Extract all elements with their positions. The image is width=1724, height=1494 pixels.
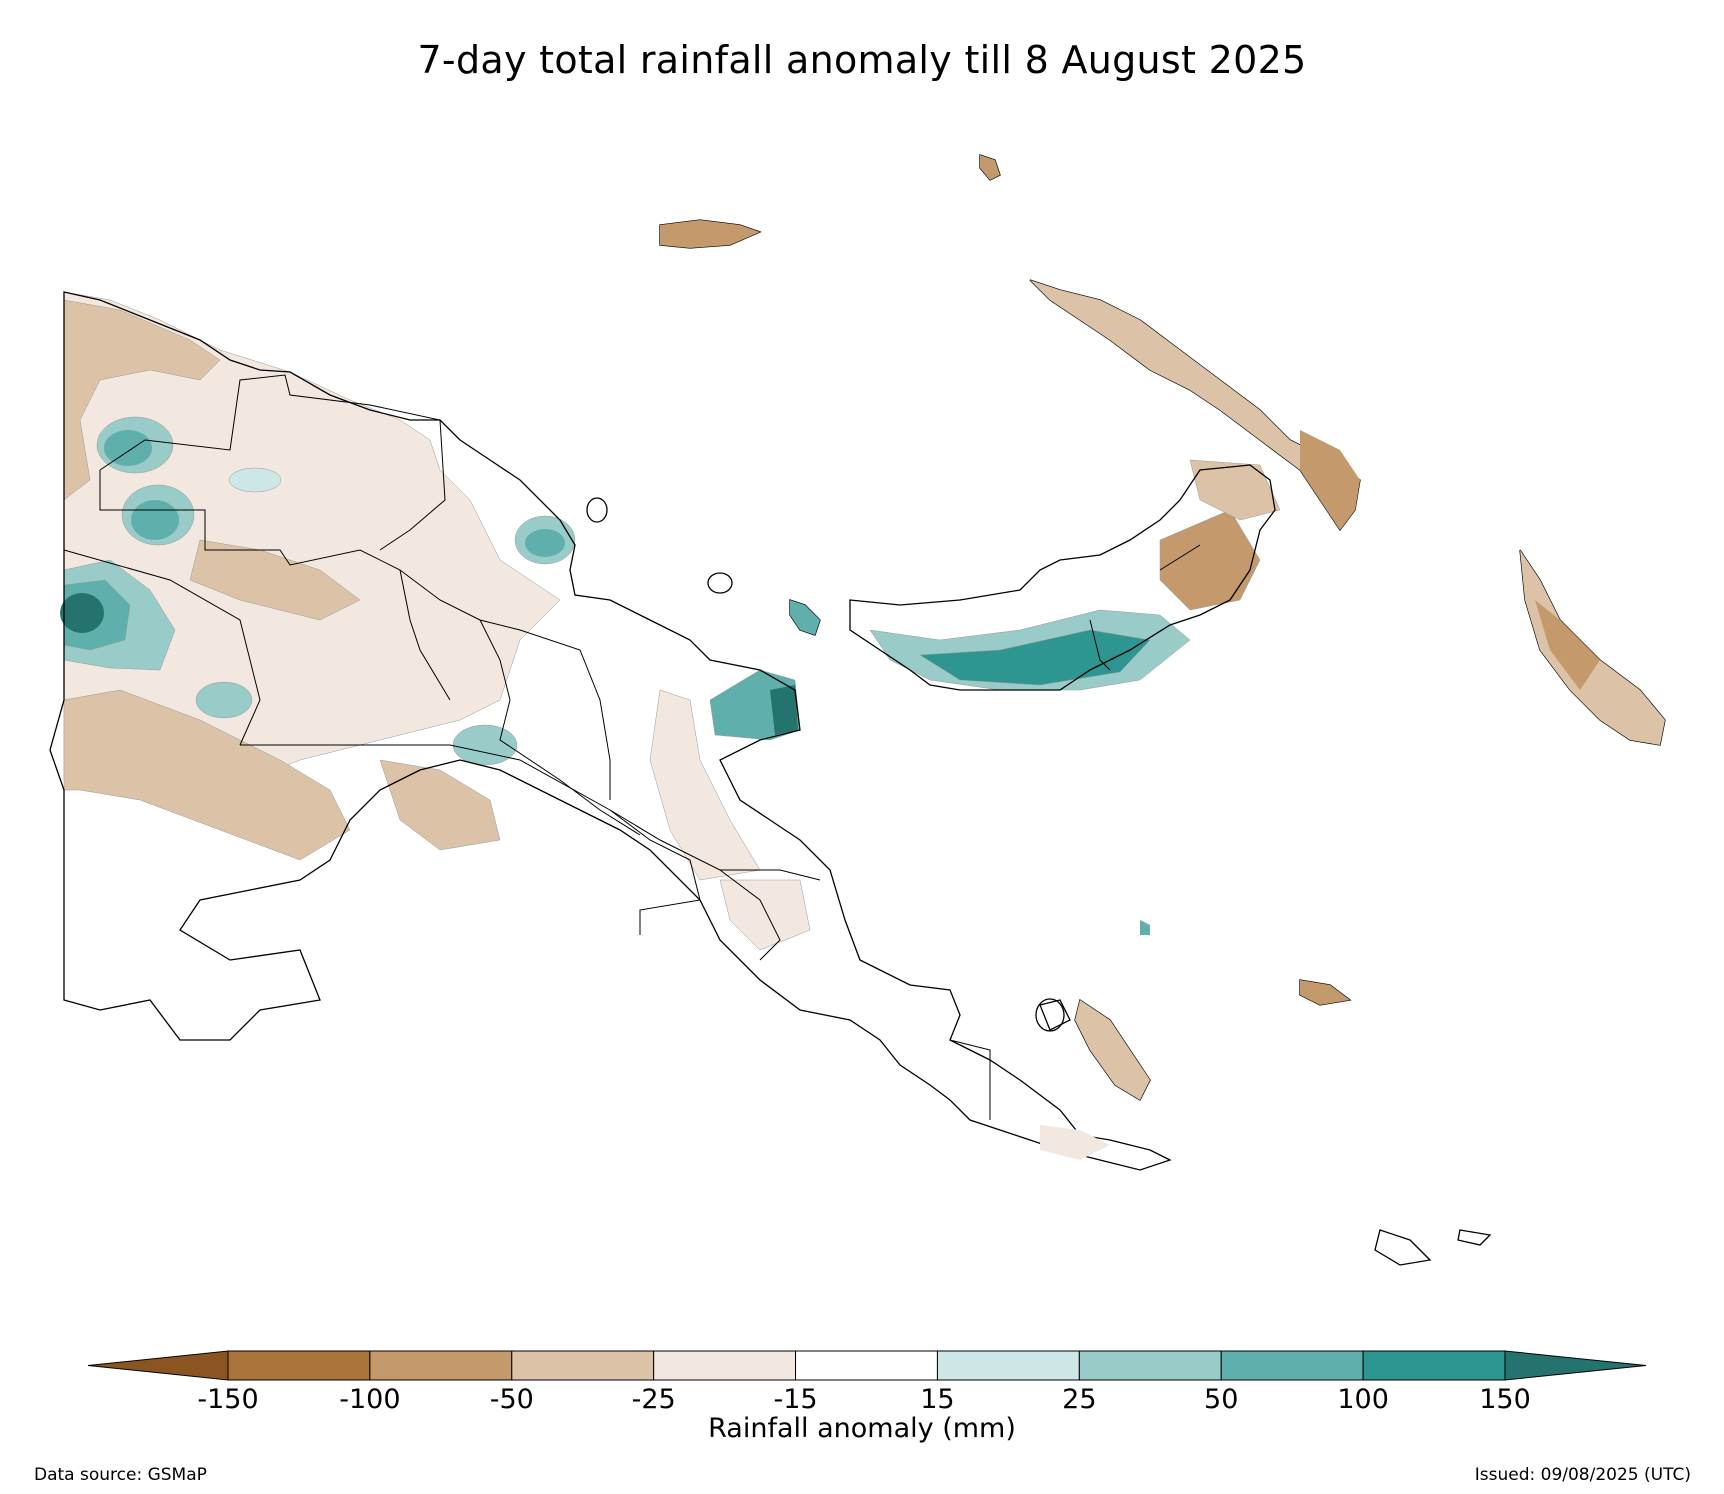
island-anomaly [1520, 550, 1665, 745]
colorbar-bins [87, 1350, 1647, 1381]
island-anomaly [980, 155, 1000, 180]
data-source: Data source: GSMaP [34, 1465, 207, 1485]
anomaly-shading [60, 291, 1281, 951]
colorbar-bin [936, 1350, 1080, 1381]
island-coast [1035, 998, 1065, 1032]
issued-date: Issued: 09/08/2025 (UTC) [1474, 1465, 1691, 1485]
colorbar-bin [653, 1350, 797, 1381]
anomaly-area [228, 467, 282, 493]
colorbar-extend-low [87, 1350, 229, 1381]
island-anomaly [1075, 1000, 1150, 1100]
island-coast [586, 497, 608, 523]
island-anomaly [1300, 980, 1350, 1005]
colorbar-bin [1362, 1350, 1506, 1381]
island-coast [707, 572, 733, 594]
colorbar-tick-label: -100 [339, 1384, 401, 1415]
anomaly-area [379, 759, 501, 851]
colorbar-tick-label: 100 [1337, 1384, 1389, 1415]
anomaly-area [919, 629, 1151, 686]
colorbar-bin [1078, 1350, 1222, 1381]
colorbar-tick-label: 25 [1062, 1384, 1097, 1415]
anomaly-area [189, 539, 361, 621]
mainland-coast [49, 291, 1172, 1171]
colorbar-extend-high [1504, 1350, 1647, 1381]
colorbar-tick-label: 150 [1479, 1384, 1531, 1415]
anomaly-area [63, 689, 351, 861]
island-coast [1374, 1229, 1432, 1266]
colorbar-tick-label: -15 [773, 1384, 818, 1415]
anomaly-area [60, 593, 104, 633]
colorbar-tick-label: 15 [920, 1384, 955, 1415]
map-title: 7-day total rainfall anomaly till 8 Augu… [417, 38, 1307, 82]
island-coast [1457, 1229, 1492, 1246]
island-anomaly [790, 600, 820, 635]
colorbar-tick-label: -25 [631, 1384, 676, 1415]
anomaly-area [525, 529, 565, 557]
colorbar-bin [511, 1350, 655, 1381]
colorbar-tick-label: 50 [1204, 1384, 1239, 1415]
colorbar [87, 1350, 1647, 1381]
island-anomaly [660, 220, 760, 248]
island-coast [849, 464, 1276, 691]
colorbar-tick-label: -50 [489, 1384, 534, 1415]
anomaly-area [719, 879, 811, 951]
colorbar-bin [1220, 1350, 1364, 1381]
island-coast [1039, 999, 1071, 1031]
colorbar-label: Rainfall anomaly (mm) [708, 1413, 1016, 1444]
anomaly-area [63, 299, 221, 501]
colorbar-tick-label: -150 [197, 1384, 259, 1415]
rainfall-anomaly-map [49, 154, 1666, 1266]
island-anomaly [1300, 430, 1360, 530]
anomaly-area [1189, 459, 1281, 521]
anomaly-area [195, 681, 253, 719]
island-fill [660, 155, 1665, 1160]
anomaly-area [770, 685, 798, 735]
colorbar-bin [369, 1350, 513, 1381]
island-anomaly [1140, 920, 1150, 935]
anomaly-area [104, 430, 152, 466]
island-anomaly [1535, 600, 1600, 690]
colorbar-bin [227, 1350, 371, 1381]
province-borders [63, 374, 1201, 1120]
island-anomaly [1040, 1125, 1110, 1160]
colorbar-bin [795, 1350, 938, 1381]
